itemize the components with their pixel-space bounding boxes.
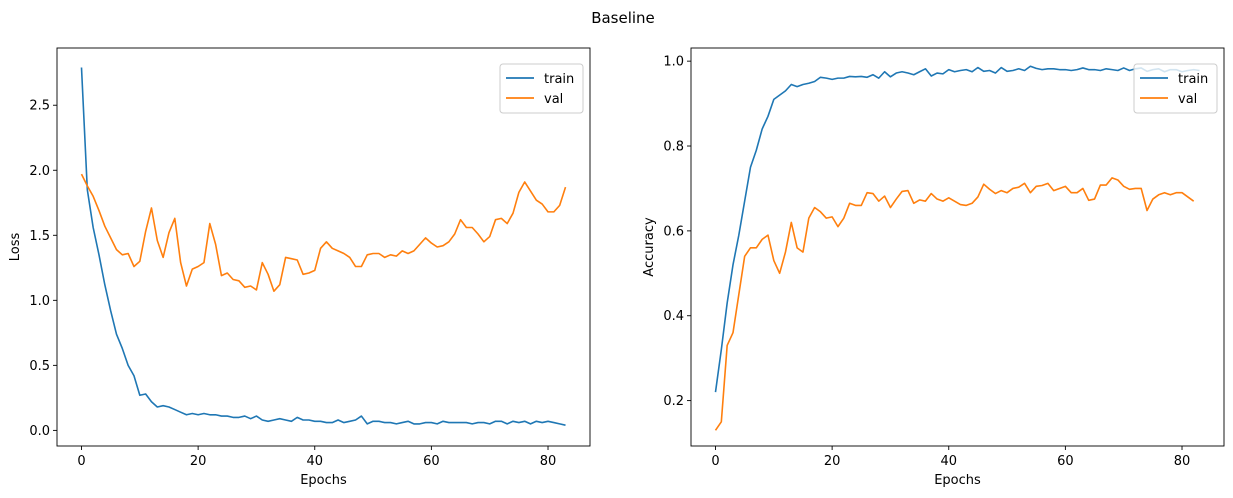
accuracy-x-tick-label: 40: [940, 454, 957, 469]
accuracy-legend: train val: [1133, 63, 1218, 114]
accuracy-y-tick-label: 0.6: [663, 224, 684, 239]
accuracy-y-tick-label: 1.0: [663, 55, 684, 70]
accuracy-y-tick-label: 0.4: [663, 309, 684, 324]
loss-y-tick-label: 0.0: [29, 424, 50, 439]
accuracy-x-tick-label: 20: [824, 454, 841, 469]
accuracy-y-tick-label: 0.2: [663, 394, 684, 409]
loss-y-tick-label: 2.5: [29, 99, 50, 114]
accuracy-axes-frame: [690, 47, 1225, 447]
loss-x-axis-label: Epochs: [300, 473, 347, 488]
accuracy-x-tick-label: 60: [1057, 454, 1074, 469]
loss-legend: train val: [499, 63, 584, 114]
loss-axes-frame: [56, 47, 591, 447]
accuracy-series-train-line: [714, 65, 1200, 393]
accuracy-y-axis-label: Accuracy: [642, 217, 657, 277]
loss-series-val-line: [80, 173, 567, 293]
loss-legend-label-val: val: [544, 92, 563, 107]
loss-y-tick-label: 1.0: [29, 294, 50, 309]
loss-x-tick-label: 40: [306, 454, 323, 469]
accuracy-x-axis-label: Epochs: [934, 473, 981, 488]
loss-legend-box: [499, 63, 584, 114]
accuracy-chart-panel: 0 20 40 60 80 0.2 0.4 0.6 0.8 1.0 Epochs Accuracy tr…: [642, 47, 1225, 488]
accuracy-x-tick-label: 0: [711, 454, 719, 469]
accuracy-legend-label-train: train: [1178, 72, 1208, 87]
accuracy-legend-box: [1133, 63, 1218, 114]
loss-chart-panel: 0 20 40 60 80 0.0 0.5 1.0 1.5 2.0 2.5 Epochs Loss tra…: [8, 47, 591, 488]
loss-y-tick-label: 2.0: [29, 164, 50, 179]
accuracy-y-tick-label: 0.8: [663, 140, 684, 155]
loss-legend-label-train: train: [544, 72, 574, 87]
loss-x-tick-label: 60: [423, 454, 440, 469]
loss-x-tick-label: 80: [540, 454, 557, 469]
accuracy-series-val-line: [714, 177, 1195, 431]
loss-y-axis-label: Loss: [8, 233, 23, 262]
loss-series-train-line: [80, 67, 566, 426]
loss-y-tick-label: 1.5: [29, 229, 50, 244]
accuracy-x-tick-label: 80: [1174, 454, 1191, 469]
loss-x-tick-label: 20: [190, 454, 207, 469]
accuracy-legend-label-val: val: [1178, 92, 1197, 107]
loss-y-tick-label: 0.5: [29, 359, 50, 374]
figure-title: Baseline: [591, 9, 655, 27]
loss-x-tick-label: 0: [77, 454, 85, 469]
